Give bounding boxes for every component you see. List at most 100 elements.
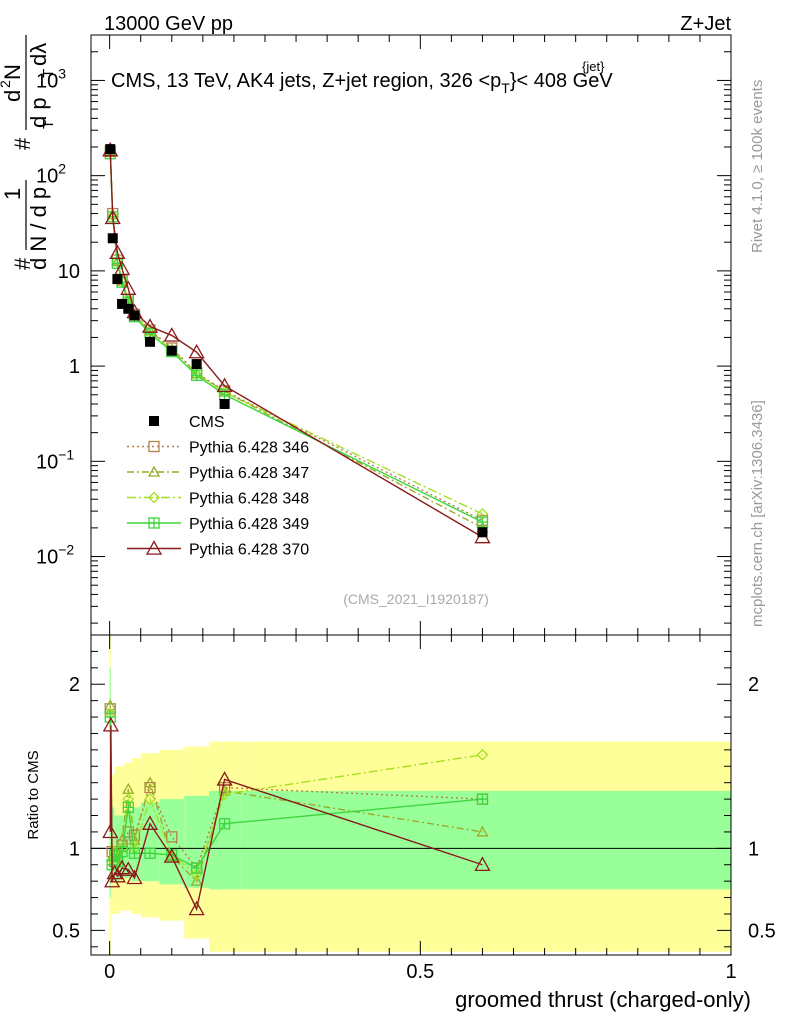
ylabel-dn-dpt: d N / d p bbox=[26, 187, 51, 270]
marker-triangle bbox=[163, 848, 180, 863]
ylabel-hash-1: # bbox=[10, 257, 35, 270]
marker-filled-square bbox=[166, 345, 177, 356]
marker-triangle bbox=[188, 343, 205, 359]
ratio-series-pythia-6.428-349 bbox=[104, 711, 489, 874]
ratio-y-tick-label-left: 0.5 bbox=[52, 920, 80, 942]
marker-square bbox=[166, 831, 178, 843]
marker-filled-square bbox=[149, 416, 159, 426]
legend-entry: Pythia 6.428 349 bbox=[127, 516, 309, 533]
x-axis-label: groomed thrust (charged-only) bbox=[455, 987, 751, 1012]
marker-triangle bbox=[147, 465, 161, 477]
marker-triangle bbox=[143, 776, 157, 788]
band-green-segment bbox=[140, 802, 160, 882]
ratio-y-axis-label: Ratio to CMS bbox=[25, 750, 42, 839]
marker-triangle bbox=[104, 209, 121, 225]
marker-filled-square bbox=[105, 144, 116, 155]
ylabel-d2-sup: 2 bbox=[0, 80, 13, 88]
marker-square bbox=[148, 440, 160, 453]
marker-triangle bbox=[474, 856, 491, 871]
ratio-y-tick-label-left: 1 bbox=[69, 838, 80, 860]
legend-entry: Pythia 6.428 347 bbox=[127, 465, 309, 482]
marker-triangle bbox=[141, 318, 159, 333]
y-tick-label: 10−1 bbox=[36, 446, 74, 473]
x-tick-label: 1 bbox=[725, 961, 736, 983]
ylabel-one: 1 bbox=[0, 188, 25, 200]
legend-label: CMS bbox=[189, 414, 225, 431]
marker-square bbox=[128, 829, 141, 841]
ylabel-dpt-den: d p bbox=[26, 97, 51, 128]
marker-triangle bbox=[104, 872, 121, 888]
y-tick-label: 10 bbox=[58, 261, 80, 283]
ratio-uncertainty-bands bbox=[109, 635, 731, 955]
main-title: CMS, 13 TeV, AK4 jets, Z+jet region, 326… bbox=[111, 70, 613, 96]
ratio-frame bbox=[90, 634, 732, 956]
marker-triangle bbox=[102, 823, 119, 839]
marker-triangle bbox=[126, 869, 143, 885]
main-title-tail: }< 408 GeV bbox=[510, 70, 614, 92]
header-energy: 13000 GeV pp bbox=[104, 13, 233, 35]
marker-triangle bbox=[145, 540, 163, 555]
main-series-group bbox=[102, 141, 491, 544]
marker-triangle bbox=[190, 874, 203, 886]
marker-filled-square bbox=[117, 298, 128, 309]
main-title-sub: T bbox=[501, 80, 510, 96]
marker-filled-square bbox=[145, 336, 156, 347]
ylabel-d-num: d bbox=[0, 90, 25, 102]
ratio-y-tick-label-right: 2 bbox=[748, 674, 759, 696]
legend-entry: Pythia 6.428 346 bbox=[127, 440, 309, 457]
rivet-version-label: Rivet 4.1.0, ≥ 100k events bbox=[749, 80, 766, 253]
main-y-axis-label: # 1 d N / d p T # d 2 N d p T dλ bbox=[0, 35, 57, 270]
marker-filled-square bbox=[107, 233, 118, 244]
marker-diamond bbox=[148, 491, 160, 504]
marker-diamond bbox=[144, 793, 156, 806]
mcplots-label: mcplots.cern.ch [arXiv:1306.3436] bbox=[749, 400, 766, 627]
y-tick-label: 1 bbox=[69, 356, 80, 378]
legend-entry: CMS bbox=[149, 414, 225, 431]
marker-filled-square bbox=[112, 274, 123, 285]
ylabel-pt-sub-1: T bbox=[40, 120, 57, 129]
ylabel-pt-sub-2: T bbox=[40, 69, 57, 78]
marker-triangle bbox=[102, 716, 119, 732]
marker-filled-square bbox=[191, 359, 202, 370]
header-process: Z+Jet bbox=[680, 13, 731, 35]
ratio-y-tick-label-left: 2 bbox=[69, 674, 80, 696]
marker-filled-square bbox=[219, 398, 230, 409]
x-axis-ticks: 0 0.5 1 bbox=[104, 635, 737, 983]
marker-square bbox=[144, 781, 156, 794]
marker-diamond bbox=[476, 748, 489, 761]
ylabel-dlambda: dλ bbox=[26, 43, 51, 66]
ylabel-n-num: N bbox=[0, 64, 25, 80]
main-series-pythia-6.428-348 bbox=[104, 146, 489, 520]
marker-triangle bbox=[141, 815, 159, 830]
y-tick-label: 103 bbox=[36, 65, 66, 92]
cms-data-points bbox=[105, 144, 488, 538]
band-green-segment bbox=[240, 790, 731, 890]
ratio-series-pythia-6.428-370 bbox=[102, 716, 491, 916]
marker-filled-square bbox=[477, 527, 488, 538]
analysis-watermark: (CMS_2021_I1920187) bbox=[343, 591, 489, 607]
y-tick-label: 102 bbox=[36, 161, 66, 188]
y-tick-label: 10−2 bbox=[36, 542, 74, 569]
marker-filled-square bbox=[129, 310, 140, 321]
ylabel-hash-2: # bbox=[10, 137, 35, 150]
x-tick-label: 0 bbox=[104, 961, 115, 983]
series-line bbox=[109, 725, 483, 912]
legend-label: Pythia 6.428 349 bbox=[189, 516, 309, 533]
marker-triangle bbox=[476, 825, 489, 837]
legend-entry: Pythia 6.428 370 bbox=[127, 540, 309, 559]
main-title-text: CMS, 13 TeV, AK4 jets, Z+jet region, 326… bbox=[111, 70, 501, 92]
marker-triangle bbox=[109, 244, 126, 260]
main-frame bbox=[90, 34, 732, 636]
ratio-y-ticks: 2 2 1 1 0.5 0.5 bbox=[52, 650, 776, 948]
main-title-sup: {jet} bbox=[582, 59, 605, 74]
marker-triangle bbox=[216, 377, 233, 393]
marker-triangle bbox=[163, 327, 180, 342]
legend-label: Pythia 6.428 346 bbox=[189, 440, 309, 457]
marker-triangle bbox=[120, 861, 137, 876]
marker-triangle bbox=[120, 280, 137, 295]
ratio-y-tick-label-right: 0.5 bbox=[748, 920, 776, 942]
legend-entry: Pythia 6.428 348 bbox=[127, 491, 309, 508]
legend-label: Pythia 6.428 348 bbox=[189, 491, 309, 508]
